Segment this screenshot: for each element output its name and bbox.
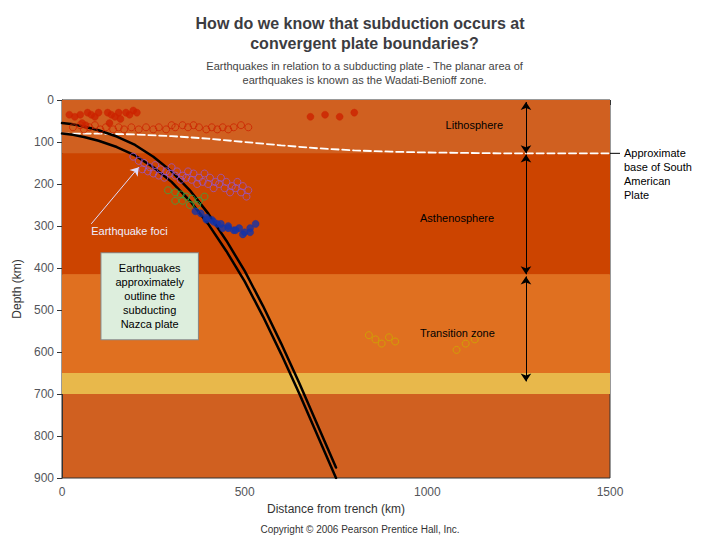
- svg-text:1000: 1000: [414, 485, 441, 499]
- svg-text:Nazca plate: Nazca plate: [121, 318, 179, 330]
- svg-text:Earthquakes in relation to a s: Earthquakes in relation to a subducting …: [197, 60, 524, 72]
- svg-text:earthquakes is known as the Wa: earthquakes is known as the Wadati-Benio…: [233, 74, 486, 86]
- svg-text:Asthenosphere: Asthenosphere: [420, 212, 494, 224]
- svg-text:900: 900: [34, 471, 54, 485]
- svg-text:convergent plate boundaries?: convergent plate boundaries?: [241, 35, 478, 52]
- svg-text:0: 0: [59, 485, 66, 499]
- svg-text:800: 800: [34, 429, 54, 443]
- svg-text:Transition zone: Transition zone: [420, 327, 495, 339]
- svg-text:500: 500: [235, 485, 255, 499]
- svg-text:200: 200: [34, 177, 54, 191]
- svg-text:Copyright © 2006 Pearson Prent: Copyright © 2006 Pearson Prentice Hall, …: [260, 524, 459, 535]
- svg-text:1500: 1500: [597, 485, 624, 499]
- svg-text:How do we know that subduction: How do we know that subduction occurs at: [196, 15, 526, 32]
- svg-text:Earthquakes: Earthquakes: [119, 262, 181, 274]
- svg-text:Lithosphere: Lithosphere: [446, 119, 504, 131]
- svg-text:400: 400: [34, 261, 54, 275]
- svg-text:600: 600: [34, 345, 54, 359]
- svg-text:0: 0: [47, 93, 54, 107]
- svg-text:Plate: Plate: [624, 189, 649, 201]
- svg-text:Approximate: Approximate: [624, 147, 686, 159]
- svg-text:300: 300: [34, 219, 54, 233]
- svg-text:Earthquake foci: Earthquake foci: [91, 225, 167, 237]
- svg-text:Distance from trench (km): Distance from trench (km): [267, 502, 405, 516]
- svg-text:American: American: [624, 175, 670, 187]
- svg-text:700: 700: [34, 387, 54, 401]
- svg-text:outline the: outline the: [124, 290, 175, 302]
- svg-text:approximately: approximately: [115, 276, 184, 288]
- svg-text:100: 100: [34, 135, 54, 149]
- svg-text:subducting: subducting: [123, 304, 176, 316]
- svg-text:base of South: base of South: [624, 161, 692, 173]
- svg-text:500: 500: [34, 303, 54, 317]
- svg-text:Depth (km): Depth (km): [10, 259, 24, 318]
